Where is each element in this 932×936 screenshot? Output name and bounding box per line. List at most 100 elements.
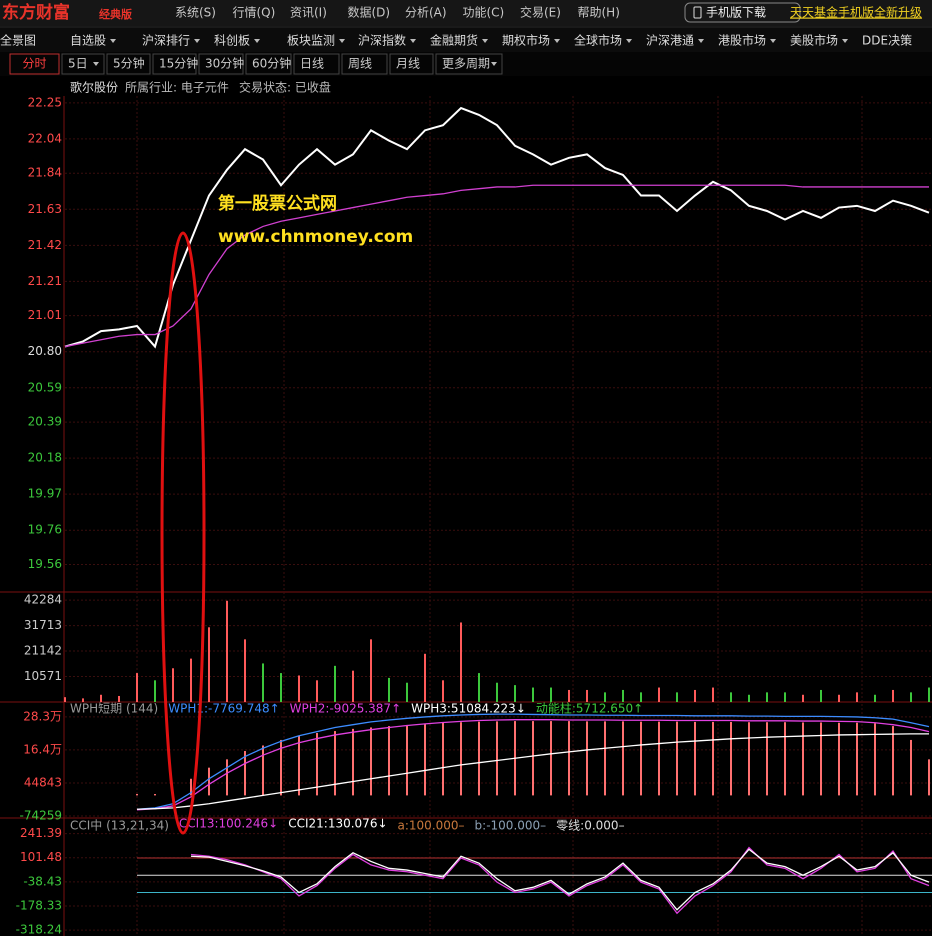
volume-bar	[478, 673, 480, 702]
legend-entry: CCI13:100.246↓	[179, 817, 278, 831]
menu-item[interactable]: 帮助(H)	[578, 6, 620, 20]
y-tick-label: 21.01	[28, 308, 62, 322]
edition: 经典版	[99, 7, 132, 21]
volume-bar	[172, 668, 174, 702]
dropdown-arrow	[842, 39, 849, 43]
volume-bar	[244, 639, 246, 702]
volume-bar	[514, 685, 516, 702]
momentum-bar	[784, 722, 786, 796]
period-tab-label[interactable]: 5分钟	[113, 56, 145, 71]
period-tab[interactable]	[9, 53, 60, 75]
period-tab-label[interactable]: 30分钟	[205, 56, 244, 71]
period-tab[interactable]	[106, 53, 151, 75]
volume-bar	[874, 694, 876, 702]
momentum-bar	[550, 721, 552, 796]
volume-bar	[748, 694, 750, 702]
period-tab-label[interactable]: 分时	[22, 57, 46, 71]
volume-bar	[658, 687, 660, 702]
menu-item[interactable]: 功能(C)	[463, 6, 505, 20]
period-tab[interactable]	[435, 53, 503, 75]
mobile-button[interactable]	[684, 2, 801, 23]
volume-bar	[388, 677, 390, 702]
nav-item[interactable]: 沪深港通	[646, 34, 694, 48]
volume-bar	[910, 692, 912, 702]
menu-item[interactable]: 交易(E)	[520, 5, 561, 20]
period-tab-label[interactable]: 周线	[348, 57, 372, 71]
promo-link[interactable]: 天天基金手机版全新升级	[790, 5, 922, 20]
dropdown-arrow	[626, 39, 633, 43]
nav-item[interactable]: 科创板	[214, 34, 250, 48]
dropdown-arrow	[93, 62, 99, 66]
period-tab[interactable]	[152, 53, 197, 75]
volume-bar	[838, 694, 840, 702]
period-tab-label[interactable]: 更多周期	[442, 57, 490, 71]
series-line	[190, 846, 930, 915]
period-tab-label[interactable]: 60分钟	[252, 56, 291, 71]
momentum-bar	[406, 724, 408, 796]
y-tick-label: 20.39	[28, 415, 62, 429]
y-tick-label: -38.43	[23, 874, 62, 888]
momentum-bar	[874, 723, 876, 796]
watermark: 第一股票公式网	[218, 193, 337, 214]
nav-item[interactable]: 沪深排行	[142, 34, 190, 48]
period-tab-label[interactable]: 日线	[300, 57, 324, 71]
period-tab-label[interactable]: 5日	[68, 57, 88, 71]
nav-item[interactable]: 期权市场	[502, 33, 550, 48]
momentum-bar	[136, 794, 138, 796]
period-tab[interactable]	[341, 53, 388, 75]
volume-bar	[784, 692, 786, 702]
momentum-bar	[586, 721, 588, 796]
series-line	[64, 106, 930, 349]
momentum-bar	[208, 767, 210, 796]
volume-bar	[856, 692, 858, 702]
period-tab[interactable]	[245, 53, 292, 75]
legend-entry: a:100.000–	[398, 819, 465, 833]
momentum-bar	[388, 726, 390, 796]
y-tick-label: -178.33	[16, 899, 62, 913]
menu-item[interactable]: 系统(S)	[175, 6, 216, 20]
panel-title: WPH短期 (144)	[70, 702, 158, 716]
y-tick-label: 21.84	[28, 166, 62, 180]
y-tick-label: 42284	[24, 593, 62, 607]
volume-bar	[406, 682, 408, 702]
momentum-bar	[334, 731, 336, 796]
period-tab[interactable]	[198, 53, 244, 75]
y-tick-label: -74259	[19, 808, 62, 822]
period-tab[interactable]	[293, 53, 340, 75]
nav-item[interactable]: 港股市场	[718, 33, 766, 48]
momentum-bar	[820, 722, 822, 796]
period-tab[interactable]	[61, 53, 105, 75]
nav-item[interactable]: 板块监测	[287, 34, 335, 48]
momentum-bar	[190, 778, 192, 796]
nav-item[interactable]: 自选股	[70, 34, 106, 48]
mobile-link[interactable]: 手机版下载	[706, 6, 766, 20]
y-tick-label: 16.4万	[23, 742, 62, 756]
dropdown-arrow	[410, 39, 417, 43]
nav-item[interactable]: 美股市场	[790, 33, 838, 48]
menu-item[interactable]: 数据(D)	[348, 5, 391, 20]
stock-name: 歌尔股份	[70, 80, 118, 95]
volume-bar	[298, 675, 300, 702]
nav-item[interactable]: 全景图	[0, 33, 36, 48]
volume-bar	[82, 698, 84, 702]
industry: 所属行业: 电子元件	[125, 81, 229, 95]
nav-item[interactable]: DDE决策	[862, 34, 912, 48]
y-tick-label: 19.56	[28, 557, 62, 571]
nav-item[interactable]: 全球市场	[574, 33, 622, 48]
dropdown-arrow	[339, 39, 346, 43]
series-line	[190, 848, 930, 911]
watermark: www.chnmoney.com	[218, 227, 413, 247]
menu-item[interactable]: 行情(Q)	[233, 6, 276, 20]
momentum-bar	[352, 728, 354, 796]
nav-item[interactable]: 金融期货	[430, 33, 478, 48]
menu-item[interactable]: 分析(A)	[405, 6, 447, 20]
momentum-bar	[802, 722, 804, 796]
momentum-bar	[766, 722, 768, 796]
menu-item[interactable]: 资讯(I)	[290, 6, 327, 20]
period-tab[interactable]	[389, 53, 434, 75]
nav-item[interactable]: 沪深指数	[358, 33, 406, 48]
period-tab-label[interactable]: 月线	[396, 57, 420, 71]
period-tab-label[interactable]: 15分钟	[159, 56, 198, 71]
momentum-bar	[460, 722, 462, 796]
logo: 东方财富	[2, 2, 70, 23]
